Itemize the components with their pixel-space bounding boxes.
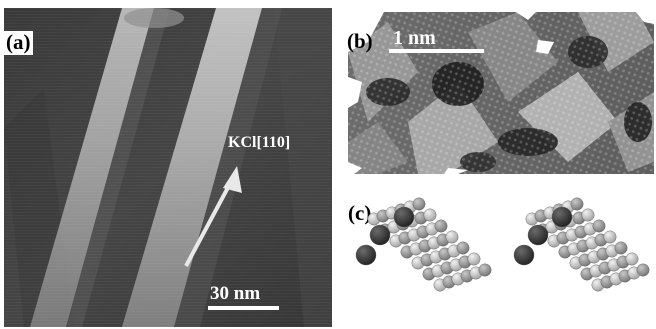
atom <box>625 252 639 266</box>
panel-b-scale-bar <box>389 49 484 53</box>
atom <box>456 241 470 255</box>
atom <box>369 224 391 246</box>
panel-c-label: (c) <box>348 201 372 225</box>
panel-b-image <box>348 12 654 174</box>
atom <box>355 244 377 266</box>
atom <box>412 197 426 211</box>
atom <box>467 252 481 266</box>
atom <box>592 219 606 233</box>
atom <box>445 230 459 244</box>
direction-arrowhead <box>223 166 242 193</box>
atom <box>478 263 492 277</box>
atomic-model-left <box>355 197 492 292</box>
panel-a-image <box>4 8 332 327</box>
atom <box>513 244 535 266</box>
panel-a-scale-label: 30 nm <box>210 283 261 304</box>
panel-b-scale-label: 1 nm <box>393 27 436 49</box>
panel-c-atomic-model <box>348 195 654 329</box>
atom <box>551 206 573 228</box>
atomic-model-right <box>513 197 650 292</box>
atom <box>614 241 628 255</box>
atom <box>636 263 650 277</box>
panel-b-stm-image <box>348 12 654 174</box>
panel-c-model-svg <box>355 197 650 292</box>
panel-a-stm-image <box>4 8 332 327</box>
panel-a-scale-bar <box>208 306 279 310</box>
direction-label: KCl[110] <box>228 134 291 151</box>
direction-arrow <box>184 179 234 267</box>
atom <box>603 230 617 244</box>
atom <box>393 206 415 228</box>
panel-b-label: (b) <box>347 29 373 53</box>
atom <box>434 219 448 233</box>
panel-a-label: (a) <box>4 30 33 55</box>
atom <box>423 208 437 222</box>
atom <box>581 208 595 222</box>
atom <box>527 224 549 246</box>
atom <box>570 197 584 211</box>
